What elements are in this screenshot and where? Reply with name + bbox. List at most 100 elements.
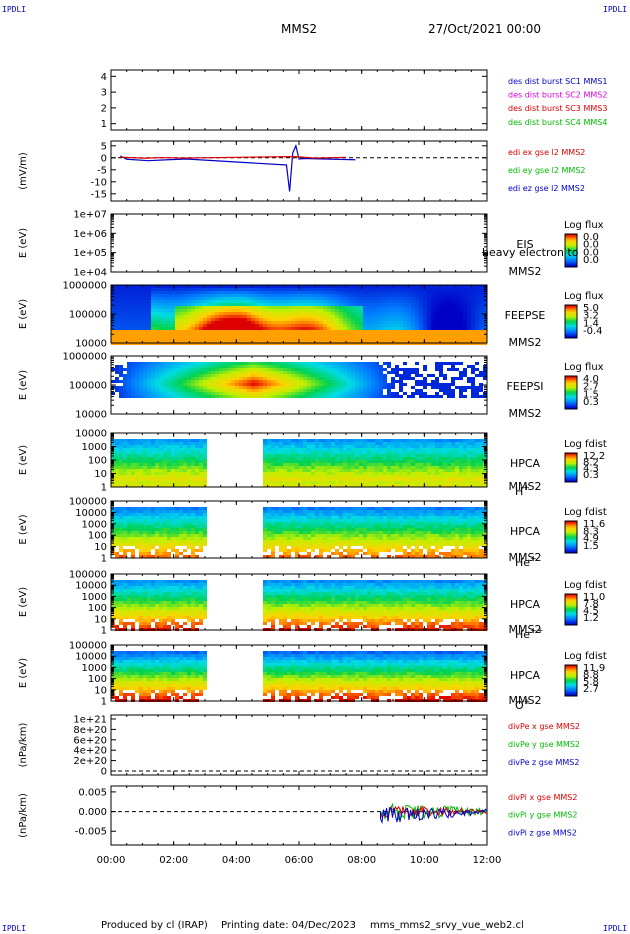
spectrogram-cell <box>395 484 399 487</box>
spectrogram-cell <box>471 457 475 460</box>
spectrogram-cell <box>251 321 255 324</box>
spectrogram-cell <box>123 454 127 457</box>
spectrogram-cell <box>295 365 299 368</box>
spectrogram-cell <box>323 336 327 339</box>
spectrogram-cell <box>383 315 387 318</box>
spectrogram-cell <box>179 321 183 324</box>
spectrogram-cell <box>455 312 459 315</box>
spectrogram-cell <box>327 315 331 318</box>
spectrogram-cell <box>335 386 339 389</box>
spectrogram-cell <box>391 371 395 374</box>
spectrogram-cell <box>111 451 115 454</box>
spectrogram-cell <box>127 522 131 525</box>
spectrogram-cell <box>327 362 331 365</box>
colorbar-segment <box>565 327 577 329</box>
spectrogram-cell <box>299 333 303 336</box>
colorbar-segment <box>565 384 577 387</box>
spectrogram-cell <box>219 291 223 294</box>
spectrogram-cell <box>155 288 159 291</box>
spectrogram-cell <box>355 297 359 300</box>
spectrogram-cell <box>383 297 387 300</box>
spectrogram-cell <box>147 392 151 395</box>
spectrogram-cell <box>163 457 167 460</box>
spectrogram-cell <box>435 445 439 448</box>
spectrogram-cell <box>179 466 183 469</box>
spectrogram-cell <box>215 294 219 297</box>
spectrogram-cell <box>179 339 183 342</box>
spectrogram-cell <box>479 445 483 448</box>
spectrogram-cell <box>171 291 175 294</box>
spectrogram-cell <box>471 451 475 454</box>
spectrogram-cell <box>339 294 343 297</box>
spectrogram-cell <box>239 371 243 374</box>
spectrogram-cell <box>443 309 447 312</box>
spectrogram-cell <box>215 306 219 309</box>
spectrogram-cell <box>115 460 119 463</box>
spectrogram-cell <box>243 303 247 306</box>
spectrogram-cell <box>399 451 403 454</box>
spectrogram-cell <box>223 389 227 392</box>
spectrogram-cell <box>119 457 123 460</box>
spectrogram-cell <box>327 330 331 333</box>
spectrogram-cell <box>459 297 463 300</box>
spectrogram-cell <box>455 478 459 481</box>
spectrogram-cell <box>247 306 251 309</box>
colorbar-tick-label: 3.2 <box>583 311 599 322</box>
spectrogram-cell <box>459 451 463 454</box>
spectrogram-cell <box>119 312 123 315</box>
colorbar-segment <box>565 333 577 336</box>
spectrogram-cell <box>371 454 375 457</box>
spectrogram-cell <box>227 294 231 297</box>
spectrogram-cell <box>287 466 291 469</box>
spectrogram-cell <box>311 321 315 324</box>
spectrogram-cell <box>259 339 263 342</box>
spectrogram-cell <box>451 383 455 386</box>
spectrogram-cell <box>279 380 283 383</box>
spectrogram-cell <box>179 451 183 454</box>
instrument-label: EIS <box>516 238 533 251</box>
spectrogram-cell <box>271 339 275 342</box>
spectrogram-cell <box>411 333 415 336</box>
spectrogram-cell <box>395 466 399 469</box>
spectrogram-cell <box>131 451 135 454</box>
spectrogram-cell <box>439 339 443 342</box>
spectrogram-cell <box>227 380 231 383</box>
spectrogram-cell <box>387 392 391 395</box>
spectrogram-cell <box>467 303 471 306</box>
spectrogram-cell <box>135 368 139 371</box>
spectrogram-cell <box>179 386 183 389</box>
spectrogram-cell <box>339 297 343 300</box>
spectrogram-cell <box>199 339 203 342</box>
spectrogram-cell <box>115 339 119 342</box>
spectrogram-cell <box>287 294 291 297</box>
spectrogram-cell <box>411 395 415 398</box>
spectrogram-cell <box>155 333 159 336</box>
spectrogram-cell <box>395 439 399 442</box>
spectrogram-cell <box>179 454 183 457</box>
spectrogram-cell <box>339 445 343 448</box>
spectrogram-cell <box>307 457 311 460</box>
spectrogram-cell <box>255 339 259 342</box>
spacecraft-label: MMS2 <box>509 480 542 493</box>
spectrogram-cell <box>223 392 227 395</box>
spectrogram-cell <box>111 291 115 294</box>
spectrogram-cell <box>175 362 179 365</box>
spectrogram-cell <box>151 457 155 460</box>
spectrogram-cell <box>371 300 375 303</box>
spectrogram-cell <box>275 463 279 466</box>
spectrogram-cell <box>159 445 163 448</box>
spectrogram-cell <box>279 463 283 466</box>
spectrogram-cell <box>471 448 475 451</box>
spectrogram-cell <box>259 288 263 291</box>
spectrogram-cell <box>139 285 143 288</box>
spectrogram-cell <box>379 386 383 389</box>
colorbar-segment <box>565 468 577 471</box>
spectrogram-cell <box>467 291 471 294</box>
spectrogram-cell <box>211 395 215 398</box>
spectrogram-cell <box>327 303 331 306</box>
spectrogram-cell <box>295 460 299 463</box>
spectrogram-cell <box>119 528 123 531</box>
spectrogram-cell <box>355 330 359 333</box>
spectrogram-cell <box>323 288 327 291</box>
spectrogram-cell <box>223 333 227 336</box>
